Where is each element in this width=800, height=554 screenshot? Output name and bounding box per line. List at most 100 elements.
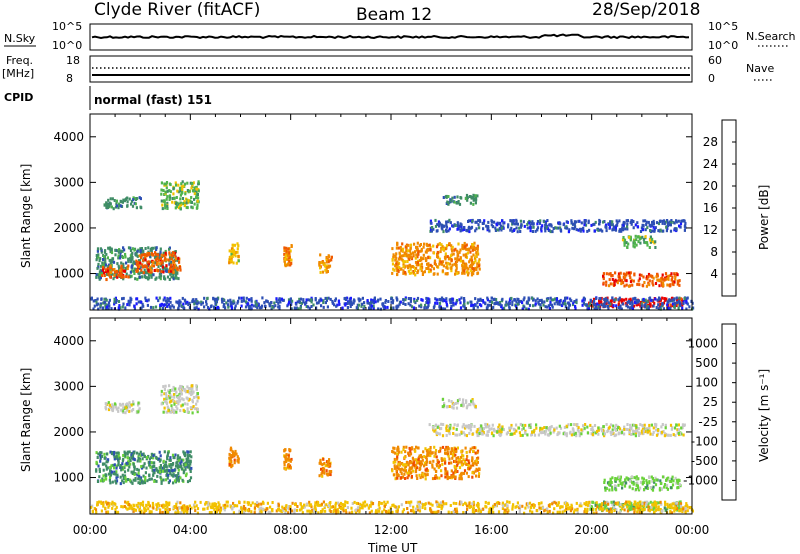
echo-cell bbox=[283, 259, 286, 263]
echo-cell bbox=[429, 446, 432, 449]
echo-cell bbox=[420, 305, 423, 309]
echo-cell bbox=[180, 465, 183, 469]
echo-cell bbox=[195, 395, 198, 399]
echo-cell bbox=[155, 276, 158, 280]
echo-cell bbox=[669, 486, 672, 490]
echo-cell bbox=[636, 481, 639, 485]
echo-cell bbox=[197, 180, 200, 184]
echo-cell bbox=[407, 302, 410, 306]
echo-cell bbox=[457, 242, 460, 246]
echo-cell bbox=[168, 262, 171, 266]
echo-cell bbox=[149, 253, 152, 257]
echo-cell bbox=[232, 261, 235, 265]
echo-cell bbox=[110, 470, 113, 474]
echo-cell bbox=[642, 219, 645, 223]
echo-cell bbox=[441, 245, 444, 248]
echo-cell bbox=[606, 481, 610, 485]
echo-cell bbox=[160, 274, 163, 278]
echo-cell bbox=[535, 423, 538, 427]
echo-cell bbox=[161, 261, 164, 265]
echo-cell bbox=[122, 246, 125, 250]
echo-cell bbox=[529, 423, 532, 427]
echo-cell bbox=[625, 297, 628, 301]
echo-cell bbox=[138, 272, 141, 276]
echo-cell bbox=[396, 476, 399, 480]
echo-cell bbox=[655, 275, 658, 279]
echo-cell bbox=[501, 297, 504, 301]
echo-cell bbox=[231, 450, 234, 454]
echo-cell bbox=[384, 299, 387, 302]
echo-cell bbox=[470, 273, 474, 277]
echo-cell bbox=[361, 302, 364, 306]
echo-cell bbox=[481, 429, 484, 433]
echo-cell bbox=[456, 271, 459, 275]
echo-cell bbox=[635, 483, 638, 487]
echo-cell bbox=[410, 475, 413, 478]
echo-cell bbox=[475, 474, 478, 478]
echo-cell bbox=[99, 257, 102, 261]
echo-cell bbox=[662, 283, 665, 287]
echo-cell bbox=[156, 470, 160, 474]
echo-cell bbox=[507, 225, 510, 229]
echo-cell bbox=[181, 478, 184, 482]
echo-cell bbox=[433, 259, 437, 263]
echo-cell bbox=[462, 304, 465, 308]
echo-cell bbox=[486, 303, 490, 307]
echo-cell bbox=[186, 402, 189, 406]
echo-cell bbox=[670, 278, 674, 282]
echo-cell bbox=[120, 408, 123, 412]
echo-cell bbox=[377, 307, 380, 311]
echo-cell bbox=[578, 434, 581, 438]
echo-cell bbox=[450, 247, 453, 251]
echo-cell bbox=[119, 475, 122, 479]
echo-cell bbox=[177, 202, 180, 206]
echo-cell bbox=[475, 467, 478, 471]
echo-cell bbox=[320, 467, 323, 471]
echo-cell bbox=[147, 460, 150, 464]
echo-cell bbox=[164, 249, 167, 253]
echo-cell bbox=[412, 270, 415, 273]
echo-cell bbox=[667, 476, 670, 480]
echo-cell bbox=[121, 409, 124, 413]
echo-cell bbox=[677, 280, 680, 284]
echo-cell bbox=[609, 423, 613, 427]
echo-cell bbox=[607, 426, 611, 430]
echo-cell bbox=[169, 190, 172, 194]
echo-cell bbox=[444, 461, 447, 465]
echo-cell bbox=[606, 298, 609, 302]
echo-cell bbox=[119, 482, 122, 486]
echo-cell bbox=[611, 277, 614, 281]
echo-cell bbox=[645, 220, 648, 224]
echo-cell bbox=[133, 305, 136, 308]
echo-cell bbox=[270, 301, 273, 305]
echo-cell bbox=[495, 298, 498, 301]
echo-cell bbox=[529, 426, 532, 429]
echo-cell bbox=[137, 471, 140, 475]
echo-cell bbox=[112, 260, 116, 264]
echo-cell bbox=[636, 486, 640, 490]
echo-cell bbox=[661, 273, 664, 277]
echo-cell bbox=[470, 459, 474, 463]
echo-cell bbox=[427, 303, 430, 307]
echo-cell bbox=[109, 466, 112, 469]
echo-cell bbox=[397, 262, 400, 266]
echo-cell bbox=[682, 302, 685, 305]
echo-cell bbox=[478, 432, 481, 435]
echo-cell bbox=[141, 263, 144, 267]
echo-cell bbox=[113, 402, 117, 406]
echo-cell bbox=[674, 274, 677, 278]
echo-cell bbox=[475, 457, 479, 461]
echo-cell bbox=[176, 396, 179, 400]
echo-cell bbox=[683, 297, 686, 300]
echo-cell bbox=[468, 403, 471, 406]
echo-cell bbox=[139, 481, 142, 485]
echo-cell bbox=[192, 299, 195, 303]
echo-cell bbox=[305, 305, 308, 308]
echo-cell bbox=[420, 262, 423, 266]
echo-cell bbox=[203, 305, 206, 309]
echo-cell bbox=[145, 253, 149, 257]
echo-cell bbox=[615, 304, 618, 308]
echo-cell bbox=[457, 271, 460, 275]
echo-cell bbox=[605, 423, 608, 426]
